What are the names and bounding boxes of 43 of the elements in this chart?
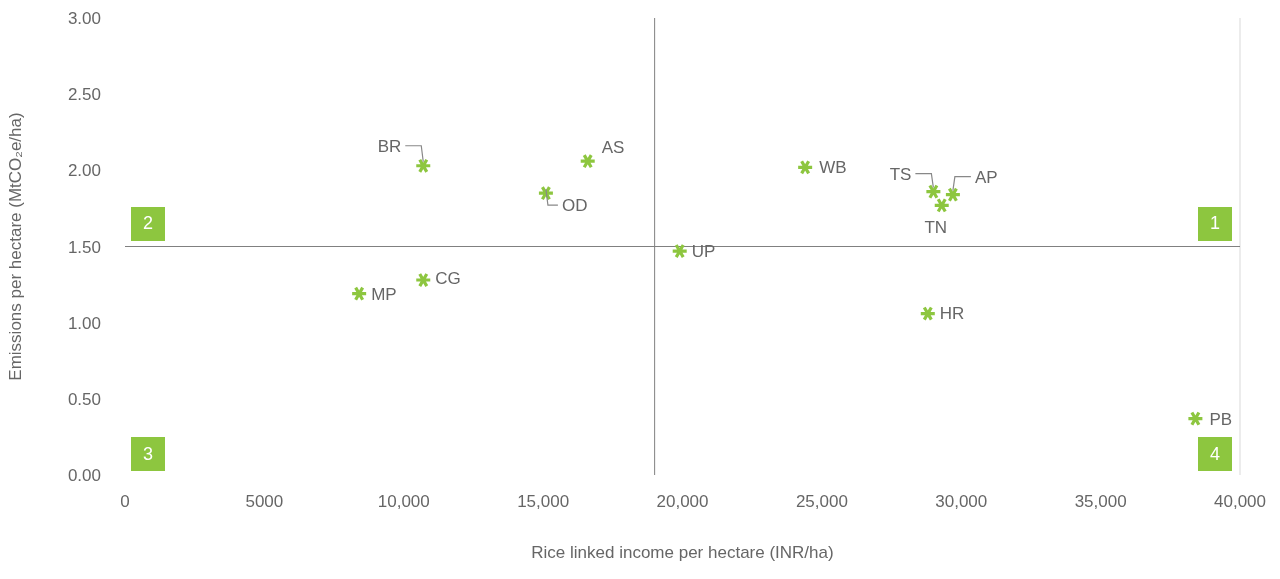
x-tick-label: 10,000 [377, 492, 430, 512]
y-tick-label: 3.00 [67, 9, 101, 29]
series-label: TN [924, 218, 948, 238]
x-tick-label: 40,000 [1214, 492, 1266, 512]
y-tick-label: 0.00 [67, 466, 101, 486]
annotation: 4 [1198, 437, 1232, 471]
series-label: BR [377, 136, 402, 156]
point [1186, 410, 1204, 427]
point [919, 305, 937, 322]
series-label: WB [819, 158, 847, 178]
point [924, 183, 942, 200]
x-tick-label: 20,000 [656, 492, 709, 512]
series-label: HR [939, 304, 965, 324]
series-label: PB [1209, 409, 1233, 429]
series-label: AS [601, 138, 625, 158]
x-tick-label: 15,000 [517, 492, 570, 512]
y-tick-label: 0.50 [67, 389, 101, 409]
series-label: UP [691, 242, 716, 262]
series-label: OD [561, 196, 588, 216]
y-tick-label: 2.50 [67, 85, 101, 105]
y-tick-label: 2.00 [67, 161, 101, 181]
x-tick-label: 0 [120, 492, 130, 512]
point [579, 153, 597, 169]
point [414, 272, 432, 288]
annotation: 3 [131, 437, 165, 471]
series-label: MP [371, 284, 397, 304]
point [350, 286, 368, 302]
point [796, 159, 814, 175]
series-label: CG [435, 268, 461, 288]
x-tick-label: 25,000 [795, 492, 848, 512]
x-tick-label: 35,000 [1074, 492, 1127, 512]
y-tick-label: 1.50 [67, 237, 101, 257]
series-label: AP [974, 167, 998, 187]
y-axis-title: Emissions per hectare (MtCO₂e/ha) [6, 112, 26, 381]
annotation: 2 [131, 206, 165, 241]
y-tick-label: 1.00 [67, 313, 101, 333]
series-label: TS [889, 164, 912, 184]
point [414, 158, 432, 174]
x-tick-label: 5000 [245, 492, 284, 512]
point [671, 243, 689, 259]
x-tick-label: 30,000 [935, 492, 988, 512]
annotation: 1 [1198, 206, 1232, 241]
x-axis-title: Rice linked income per hectare (INR/ha) [531, 543, 834, 562]
